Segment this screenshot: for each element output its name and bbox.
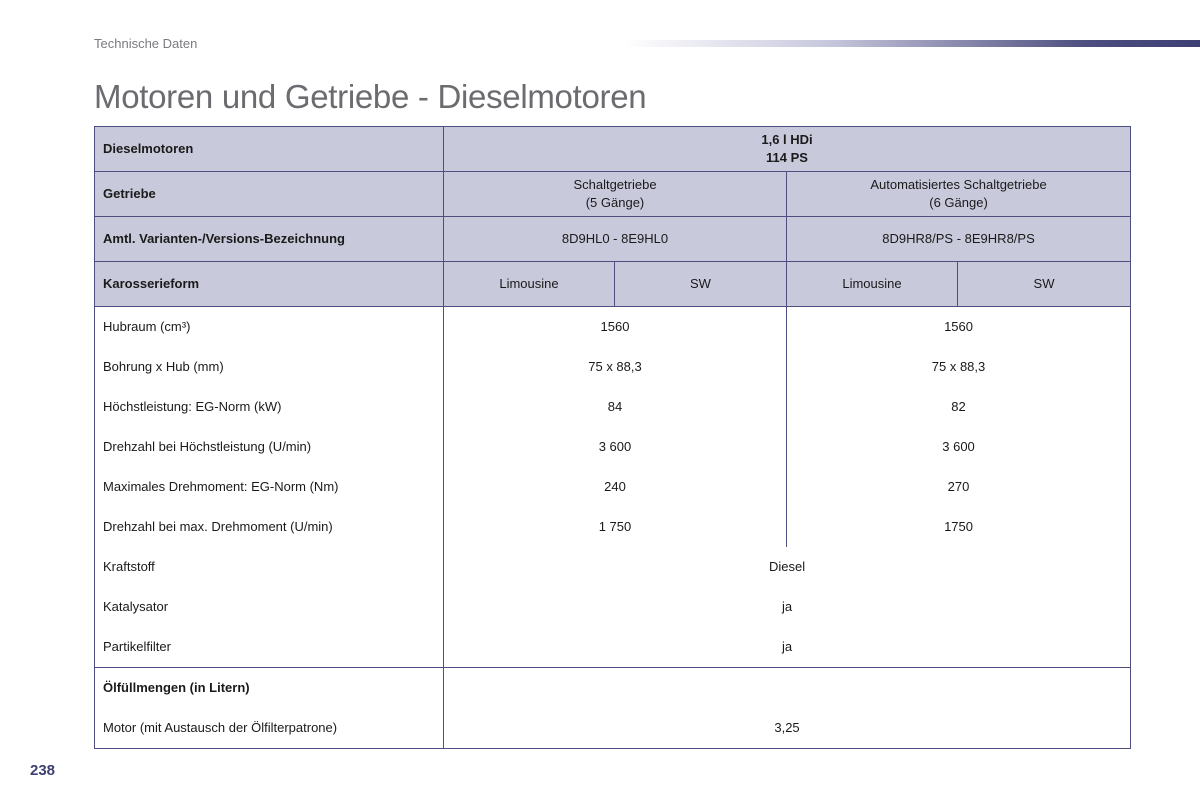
engine-label: Dieselmotoren [94,126,444,172]
row-manual-value: 84 [443,387,787,427]
page-number: 238 [30,762,56,779]
table-row: Katalysator ja [94,587,1131,627]
table-row: Maximales Drehmoment: EG-Norm (Nm) 240 2… [94,467,1131,507]
section-label: Technische Daten [94,36,198,51]
oil-heading-empty [443,667,1131,708]
row-label: Hubraum (cm³) [94,306,444,347]
body-type-auto-sw: SW [956,261,1132,307]
engine-value: 1,6 l HDi 114 PS [442,126,1132,172]
row-auto-value: 1750 [786,507,1131,547]
row-label: Bohrung x Hub (mm) [94,347,444,387]
table-row: Drehzahl bei Höchstleistung (U/min) 3 60… [94,427,1131,467]
engine-row: Dieselmotoren 1,6 l HDi 114 PS [94,126,1132,172]
table-row: Bohrung x Hub (mm) 75 x 88,3 75 x 88,3 [94,347,1131,387]
row-shared-value: ja [443,627,1131,668]
table-row: Drehzahl bei max. Drehmoment (U/min) 1 7… [94,507,1131,547]
variant-row: Amtl. Varianten-/Versions-Bezeichnung 8D… [94,216,1132,262]
gearbox-auto-line2: (6 Gänge) [929,195,988,210]
body-type-manual-sw: SW [614,261,787,307]
row-auto-value: 75 x 88,3 [786,347,1131,387]
row-shared-value: ja [443,587,1131,627]
table-row: Höchstleistung: EG-Norm (kW) 84 82 [94,387,1131,427]
row-auto-value: 3 600 [786,427,1131,467]
row-label: Katalysator [94,587,444,627]
engine-value-line1: 1,6 l HDi [761,132,813,147]
row-manual-value: 240 [443,467,787,507]
variant-label: Amtl. Varianten-/Versions-Bezeichnung [94,216,444,262]
table-row: Motor (mit Austausch der Ölfilterpatrone… [94,708,1131,749]
row-auto-value: 82 [786,387,1131,427]
row-auto-value: 270 [786,467,1131,507]
diesel-engine-spec-table: Dieselmotoren 1,6 l HDi 114 PS Getriebe … [94,126,1132,749]
row-manual-value: 1 750 [443,507,787,547]
oil-heading-row: Ölfüllmengen (in Litern) [94,667,1131,708]
gearbox-label: Getriebe [94,171,444,217]
variant-auto: 8D9HR8/PS - 8E9HR8/PS [785,216,1132,262]
engine-value-line2: 114 PS [766,150,808,165]
table-row: Kraftstoff Diesel [94,547,1131,587]
row-label: Partikelfilter [94,627,444,668]
row-label: Drehzahl bei Höchstleistung (U/min) [94,427,444,467]
gearbox-manual-line2: (5 Gänge) [585,195,645,210]
row-manual-value: 3 600 [443,427,787,467]
row-label: Höchstleistung: EG-Norm (kW) [94,387,444,427]
body-type-manual-limousine: Limousine [443,261,615,307]
body-type-label: Karosserieform [94,261,444,307]
gearbox-manual: Schaltgetriebe (5 Gänge) [443,171,787,217]
row-label: Drehzahl bei max. Drehmoment (U/min) [94,507,444,547]
body-type-auto-limousine: Limousine [786,261,958,307]
gearbox-auto-line1: Automatisiertes Schaltgetriebe [870,177,1047,192]
oil-engine-label: Motor (mit Austausch der Ölfilterpatrone… [94,708,444,749]
table-row: Partikelfilter ja [94,627,1131,668]
page-title: Motoren und Getriebe - Dieselmotoren [94,78,647,115]
body-type-row: Karosserieform Limousine SW Limousine SW [94,261,1132,307]
row-manual-value: 1560 [443,306,787,347]
row-shared-value: Diesel [443,547,1131,587]
oil-heading: Ölfüllmengen (in Litern) [94,667,444,708]
gearbox-row: Getriebe Schaltgetriebe (5 Gänge) Automa… [94,171,1132,217]
gearbox-manual-line1: Schaltgetriebe [573,177,657,192]
row-auto-value: 1560 [786,306,1131,347]
row-label: Maximales Drehmoment: EG-Norm (Nm) [94,467,444,507]
row-manual-value: 75 x 88,3 [443,347,787,387]
oil-engine-value: 3,25 [443,708,1131,749]
row-label: Kraftstoff [94,547,444,587]
header-gradient-bar [622,40,1200,47]
table-row: Hubraum (cm³) 1560 1560 [94,306,1131,347]
variant-manual: 8D9HL0 - 8E9HL0 [443,216,787,262]
gearbox-auto: Automatisiertes Schaltgetriebe (6 Gänge) [785,171,1132,217]
